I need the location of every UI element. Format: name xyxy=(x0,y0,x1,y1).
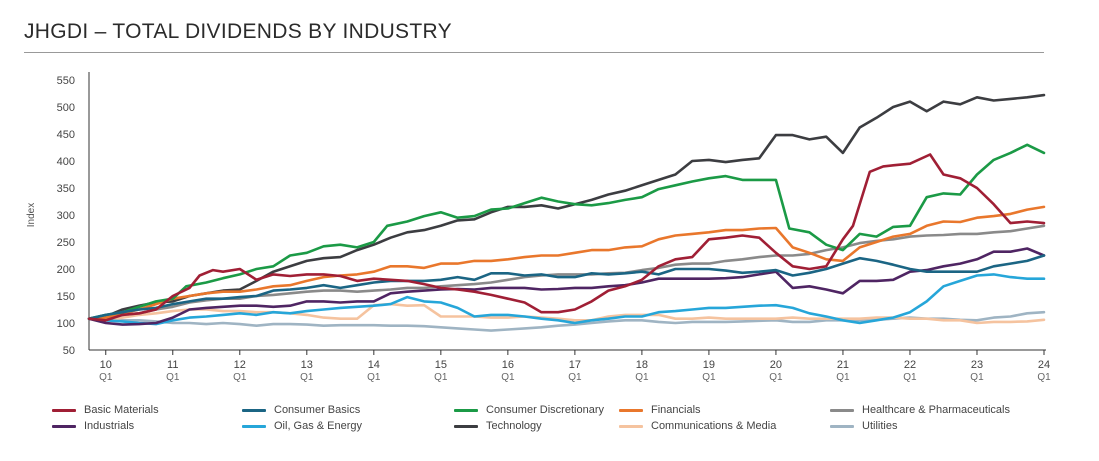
x-tick-year-label: 12 xyxy=(234,359,246,371)
x-tick-quarter-label: Q1 xyxy=(568,372,582,383)
x-tick-year-label: 13 xyxy=(301,359,313,371)
x-tick-year-label: 14 xyxy=(368,359,380,371)
x-tick-year-label: 19 xyxy=(703,359,715,371)
x-tick-quarter-label: Q1 xyxy=(233,372,247,383)
y-tick-label: 500 xyxy=(57,102,75,114)
y-tick-label: 250 xyxy=(57,237,75,249)
legend-item-consumer-basics: Consumer Basics xyxy=(242,402,360,418)
legend-label: Utilities xyxy=(862,420,898,432)
legend-label: Technology xyxy=(486,420,542,432)
x-tick-quarter-label: Q1 xyxy=(702,372,716,383)
x-tick-year-label: 15 xyxy=(435,359,447,371)
legend-swatch xyxy=(454,408,478,412)
series-line-consumer-basics xyxy=(87,254,1046,320)
series-line-communications-media xyxy=(87,302,1046,325)
legend-label: Communications & Media xyxy=(651,420,777,432)
y-tick-label: 450 xyxy=(57,129,75,141)
legend-label: Industrials xyxy=(84,420,135,432)
series-line-industrials xyxy=(87,247,1046,326)
legend-label: Financials xyxy=(651,404,701,416)
series-line-healthcare-pharmaceuticals xyxy=(87,224,1046,320)
legend-swatch xyxy=(242,408,266,412)
legend-item-oil-gas-energy: Oil, Gas & Energy xyxy=(242,418,362,434)
legend-swatch xyxy=(242,424,266,428)
x-tick-year-label: 21 xyxy=(837,359,849,371)
x-tick-year-label: 18 xyxy=(636,359,648,371)
x-tick-quarter-label: Q1 xyxy=(970,372,984,383)
legend-item-industrials: Industrials xyxy=(52,418,134,434)
y-axis-label: Index xyxy=(26,203,37,227)
series-line-oil-gas-energy xyxy=(87,273,1046,326)
legend-item-consumer-discretionary: Consumer Discretionary xyxy=(454,402,604,418)
legend-item-technology: Technology xyxy=(454,418,542,434)
legend-swatch xyxy=(454,424,478,428)
y-tick-label: 200 xyxy=(57,264,75,276)
legend-swatch xyxy=(830,424,854,428)
x-tick-quarter-label: Q1 xyxy=(367,372,381,383)
legend-label: Consumer Discretionary xyxy=(486,404,604,416)
line-chart: Index5010015020025030035040045050055010Q… xyxy=(26,72,1051,383)
x-tick-quarter-label: Q1 xyxy=(99,372,113,383)
x-tick-year-label: 17 xyxy=(569,359,581,371)
title-divider xyxy=(24,52,1044,53)
legend-label: Healthcare & Pharmaceuticals xyxy=(862,404,1010,416)
y-tick-label: 550 xyxy=(57,75,75,87)
legend-item-financials: Financials xyxy=(619,402,701,418)
legend-swatch xyxy=(830,408,854,412)
legend-swatch xyxy=(52,424,76,428)
legend-swatch xyxy=(619,424,643,428)
x-tick-quarter-label: Q1 xyxy=(635,372,649,383)
legend-item-basic-materials: Basic Materials xyxy=(52,402,159,418)
legend-item-healthcare-pharmaceuticals: Healthcare & Pharmaceuticals xyxy=(830,402,1010,418)
legend-label: Basic Materials xyxy=(84,404,159,416)
legend-label: Oil, Gas & Energy xyxy=(274,420,363,432)
x-tick-quarter-label: Q1 xyxy=(1037,372,1051,383)
series-line-technology xyxy=(87,93,1046,320)
legend-swatch xyxy=(619,408,643,412)
legend-swatch xyxy=(52,408,76,412)
y-tick-label: 100 xyxy=(57,318,75,330)
x-tick-quarter-label: Q1 xyxy=(501,372,515,383)
x-tick-quarter-label: Q1 xyxy=(434,372,448,383)
x-tick-year-label: 11 xyxy=(167,359,178,371)
legend-item-utilities: Utilities xyxy=(830,418,897,434)
x-tick-quarter-label: Q1 xyxy=(903,372,917,383)
x-tick-year-label: 20 xyxy=(770,359,782,371)
y-tick-label: 50 xyxy=(63,345,75,357)
series-line-financials xyxy=(87,205,1046,320)
x-tick-quarter-label: Q1 xyxy=(769,372,783,383)
y-tick-label: 300 xyxy=(57,210,75,222)
y-tick-label: 350 xyxy=(57,183,75,195)
x-tick-year-label: 22 xyxy=(904,359,916,371)
y-tick-label: 150 xyxy=(57,291,75,303)
series-line-consumer-discretionary xyxy=(87,143,1046,320)
y-tick-label: 400 xyxy=(57,156,75,168)
x-tick-quarter-label: Q1 xyxy=(166,372,180,383)
x-tick-quarter-label: Q1 xyxy=(300,372,314,383)
x-tick-year-label: 10 xyxy=(100,359,112,371)
chart-title: JHGDI – TOTAL DIVIDENDS BY INDUSTRY xyxy=(24,20,452,43)
x-tick-year-label: 16 xyxy=(502,359,514,371)
legend-label: Consumer Basics xyxy=(274,404,361,416)
x-tick-year-label: 23 xyxy=(971,359,983,371)
series-line-basic-materials xyxy=(87,153,1046,322)
legend-item-communications-media: Communications & Media xyxy=(619,418,776,434)
x-tick-year-label: 24 xyxy=(1038,359,1050,371)
x-tick-quarter-label: Q1 xyxy=(836,372,850,383)
